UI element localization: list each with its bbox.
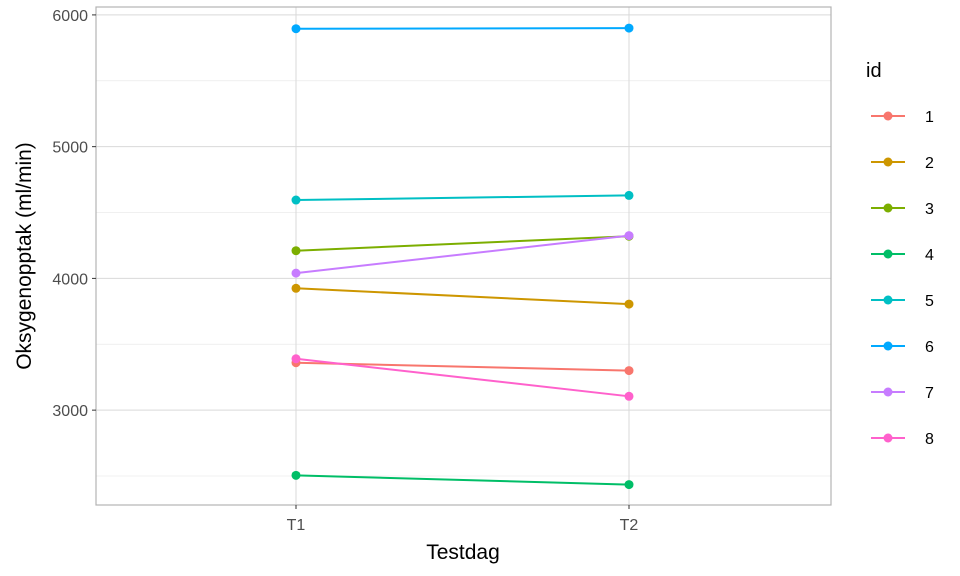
series-2	[291, 283, 634, 309]
legend: id 1 2 3 4 5 6 7 8	[866, 60, 934, 448]
legend-item-1: 1	[871, 109, 934, 126]
legend-item-7: 7	[871, 385, 934, 402]
legend-label: 6	[925, 339, 934, 356]
series-5	[291, 190, 634, 205]
y-tick-label: 5000	[52, 140, 88, 157]
data-point-2-T1	[291, 283, 301, 293]
legend-key-point	[883, 295, 893, 305]
legend-item-5: 5	[871, 293, 934, 310]
x-axis-title: Testdag	[426, 541, 500, 564]
data-point-8-T1	[291, 354, 301, 364]
data-point-6-T2	[624, 23, 634, 33]
x-tick-label: T1	[287, 517, 306, 534]
legend-label: 5	[925, 293, 934, 310]
series-8	[291, 354, 634, 401]
plot-panel	[96, 7, 831, 505]
data-point-7-T2	[624, 231, 634, 241]
legend-label: 2	[925, 155, 934, 172]
legend-key-point	[883, 249, 893, 259]
y-tick-label: 6000	[52, 8, 88, 25]
legend-label: 8	[925, 431, 934, 448]
legend-title: id	[866, 60, 882, 82]
legend-label: 4	[925, 247, 934, 264]
series-line-5	[295, 194, 630, 202]
series-line-6	[295, 27, 630, 30]
y-tick-label: 4000	[52, 271, 88, 288]
series-line-4	[295, 474, 630, 486]
y-tick-label: 3000	[52, 403, 88, 420]
legend-key-point	[883, 387, 893, 397]
legend-label: 7	[925, 385, 934, 402]
data-point-3-T1	[291, 246, 301, 256]
series-line-3	[295, 235, 630, 252]
data-point-5-T1	[291, 195, 301, 205]
data-point-8-T2	[624, 391, 634, 401]
series-line-7	[295, 234, 630, 275]
series-layer	[291, 23, 634, 490]
series-7	[291, 231, 634, 278]
data-point-6-T1	[291, 24, 301, 34]
x-tick-label: T2	[620, 517, 639, 534]
data-point-1-T2	[624, 366, 634, 376]
legend-key-point	[883, 341, 893, 351]
legend-key-point	[883, 203, 893, 213]
legend-item-8: 8	[871, 431, 934, 448]
axes: 3000 4000 5000 6000 T1 T2	[52, 8, 638, 534]
grid	[96, 7, 831, 505]
legend-item-4: 4	[871, 247, 934, 264]
legend-label: 3	[925, 201, 934, 218]
legend-label: 1	[925, 109, 934, 126]
legend-key-point	[883, 111, 893, 121]
series-6	[291, 23, 634, 34]
legend-key-point	[883, 157, 893, 167]
series-4	[291, 470, 634, 490]
legend-item-2: 2	[871, 155, 934, 172]
data-point-5-T2	[624, 190, 634, 200]
series-line-2	[295, 287, 630, 306]
series-line-8	[295, 357, 630, 398]
legend-key-point	[883, 433, 893, 443]
legend-item-6: 6	[871, 339, 934, 356]
data-point-7-T1	[291, 268, 301, 278]
data-point-4-T2	[624, 480, 634, 490]
y-axis-title: Oksygenopptak (ml/min)	[13, 142, 36, 370]
legend-item-3: 3	[871, 201, 934, 218]
data-point-4-T1	[291, 470, 301, 480]
plot-border	[95, 6, 832, 506]
data-point-2-T2	[624, 299, 634, 309]
